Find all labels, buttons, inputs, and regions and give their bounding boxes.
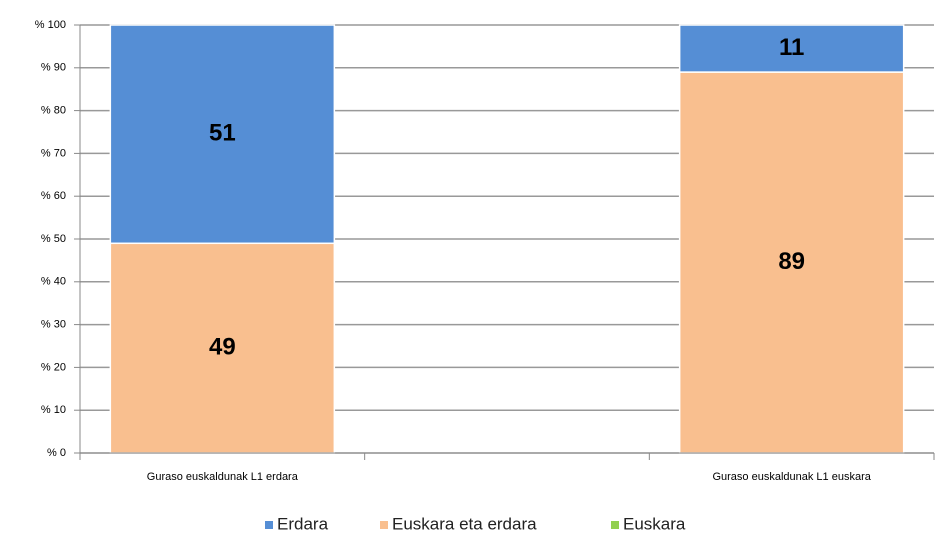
y-tick-label: % 100 <box>35 19 66 31</box>
bar-segment <box>109 242 336 454</box>
y-tick-label: % 20 <box>41 361 66 373</box>
legend-label: Erdara <box>277 514 329 533</box>
x-tick-label: Guraso euskaldunak L1 euskara <box>712 471 871 483</box>
y-tick-label: % 70 <box>41 147 66 159</box>
legend-swatch <box>611 521 619 529</box>
x-tick-label: Guraso euskaldunak L1 erdara <box>147 471 299 483</box>
data-label: 11 <box>779 34 804 61</box>
y-tick-label: % 80 <box>41 105 66 117</box>
data-label: 89 <box>778 248 805 275</box>
y-tick-label: % 50 <box>41 233 66 245</box>
legend-label: Euskara eta erdara <box>392 514 537 533</box>
data-label: 49 <box>209 333 236 360</box>
y-tick-label: % 10 <box>41 404 66 416</box>
y-tick-label: % 60 <box>41 190 66 202</box>
y-tick-label: % 0 <box>47 447 66 459</box>
legend-label: Euskara <box>623 514 686 533</box>
bar-segment <box>678 71 905 454</box>
legend-swatch <box>265 521 273 529</box>
data-label: 51 <box>209 119 236 146</box>
y-tick-label: % 40 <box>41 276 66 288</box>
bar-segment <box>678 24 905 73</box>
legend-swatch <box>380 521 388 529</box>
y-tick-label: % 90 <box>41 62 66 74</box>
y-tick-label: % 30 <box>41 319 66 331</box>
bar-segment <box>109 24 336 245</box>
